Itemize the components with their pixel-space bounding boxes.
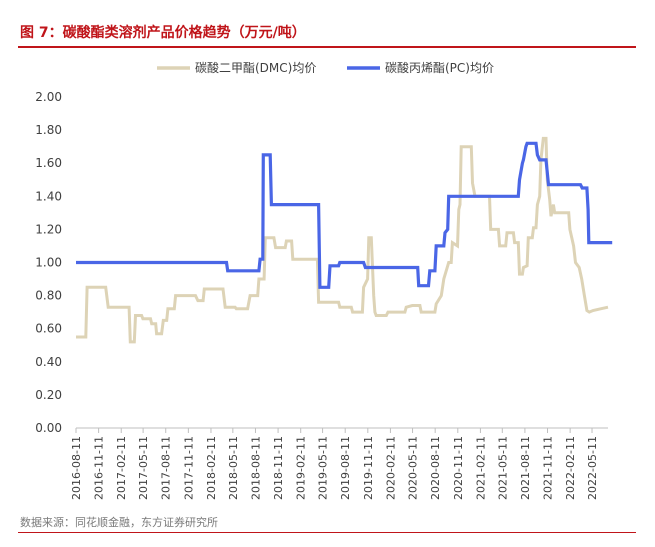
legend-label-dmc: 碳酸二甲酯(DMC)均价 (195, 60, 316, 75)
x-tick-label: 2019-11-11 (362, 436, 375, 500)
bottom-rule (18, 532, 636, 533)
x-tick-label: 2020-05-11 (407, 436, 420, 500)
x-tick-label: 2021-11-11 (542, 436, 555, 500)
y-axis: 0.00 0.20 0.40 0.60 0.80 1.00 1.20 1.40 1.60 1.80… (35, 90, 62, 435)
x-tick-label: 2017-11-11 (182, 436, 195, 500)
x-tick-label: 2018-11-11 (272, 436, 285, 500)
x-tick-label: 2021-05-11 (496, 436, 509, 500)
x-tick-label: 2017-02-11 (115, 436, 128, 500)
x-tick-label: 2019-05-11 (317, 436, 330, 500)
chart-series (76, 136, 613, 344)
y-tick-label: 1.80 (35, 123, 62, 137)
figure-title: 图 7：碳酸酯类溶剂产品价格趋势（万元/吨） (20, 22, 306, 42)
legend-label-pc: 碳酸丙烯酯(PC)均价 (385, 60, 494, 75)
series-line-pc (76, 141, 613, 289)
x-tick-label: 2021-08-11 (519, 436, 532, 500)
x-tick-label: 2019-02-11 (295, 436, 308, 500)
chart-legend: 碳酸二甲酯(DMC)均价 碳酸丙烯酯(PC)均价 (157, 60, 494, 75)
x-tick-label: 2020-11-11 (452, 436, 465, 500)
top-rule (18, 46, 636, 48)
y-tick-label: 1.60 (35, 156, 62, 170)
x-tick-label: 2016-08-11 (70, 436, 83, 500)
y-tick-label: 0.60 (35, 322, 62, 336)
series-line-dmc (76, 136, 609, 344)
x-tick-label: 2018-08-11 (249, 436, 262, 500)
x-tick-label: 2017-05-11 (137, 436, 150, 500)
y-tick-label: 1.20 (35, 222, 62, 236)
y-tick-label: 0.20 (35, 388, 62, 402)
x-tick-label: 2018-02-11 (205, 436, 218, 500)
y-tick-label: 0.00 (35, 421, 62, 435)
x-tick-label: 2022-02-11 (564, 436, 577, 500)
x-tick-label: 2019-08-11 (339, 436, 352, 500)
x-tick-label: 2020-02-11 (384, 436, 397, 500)
y-tick-label: 2.00 (35, 90, 62, 104)
x-tick-label: 2018-05-11 (227, 436, 240, 500)
x-tick-label: 2022-05-11 (586, 436, 599, 500)
y-tick-label: 1.00 (35, 256, 62, 270)
x-tick-label: 2020-08-11 (429, 436, 442, 500)
x-tick-label: 2021-02-11 (474, 436, 487, 500)
x-axis: 2016-08-11 2016-11-11 2017-02-11 2017-05-11… (70, 427, 608, 500)
y-tick-label: 0.80 (35, 289, 62, 303)
y-tick-label: 1.40 (35, 189, 62, 203)
x-tick-label: 2016-11-11 (93, 436, 106, 500)
figure-label: 图 7： (20, 25, 63, 41)
y-tick-label: 0.40 (35, 355, 62, 369)
data-source: 数据来源：同花顺金融，东方证券研究所 (20, 516, 218, 529)
x-tick-label: 2017-08-11 (160, 436, 173, 500)
figure-title-text: 碳酸酯类溶剂产品价格趋势（万元/吨） (62, 25, 306, 41)
